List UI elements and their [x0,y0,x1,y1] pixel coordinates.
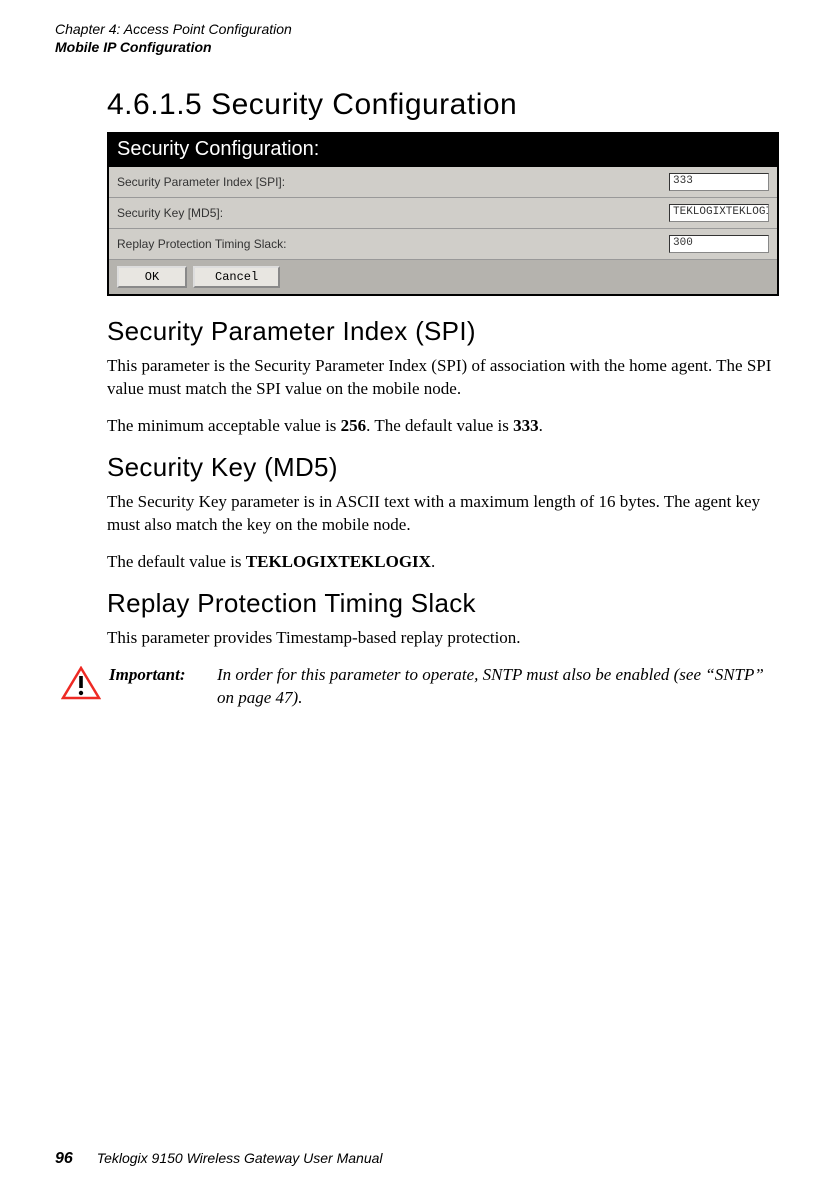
spi-p2-b1: 256 [341,416,367,435]
spi-input[interactable]: 333 [669,173,769,191]
page-header: Chapter 4: Access Point Configuration Mo… [55,20,779,56]
important-text: Important: In order for this parameter t… [109,664,779,710]
spi-paragraph-1: This parameter is the Security Parameter… [107,355,779,401]
header-chapter: Chapter 4: Access Point Configuration [55,20,779,38]
panel-row-spi: Security Parameter Index [SPI]: 333 [109,167,777,198]
panel-button-row: OK Cancel [109,260,777,294]
heading-md5: Security Key (MD5) [107,452,779,483]
important-label: Important: [109,664,217,710]
important-note: Important: In order for this parameter t… [107,664,779,710]
md5-p2-pre: The default value is [107,552,246,571]
section-numbered-title: 4.6.1.5 Security Configuration [107,88,779,122]
security-config-panel: Security Configuration: Security Paramet… [107,132,779,296]
header-section: Mobile IP Configuration [55,38,779,56]
panel-row-md5: Security Key [MD5]: TEKLOGIXTEKLOGI [109,198,777,229]
spi-paragraph-2: The minimum acceptable value is 256. The… [107,415,779,438]
md5-paragraph-2: The default value is TEKLOGIXTEKLOGIX. [107,551,779,574]
md5-paragraph-1: The Security Key parameter is in ASCII t… [107,491,779,537]
md5-input[interactable]: TEKLOGIXTEKLOGI [669,204,769,222]
slack-paragraph-1: This parameter provides Timestamp-based … [107,627,779,650]
important-body: In order for this parameter to operate, … [217,664,779,710]
cancel-button[interactable]: Cancel [193,266,280,288]
md5-label: Security Key [MD5]: [117,206,223,220]
ok-button[interactable]: OK [117,266,187,288]
warning-icon [61,666,101,700]
spi-p2-b2: 333 [513,416,539,435]
heading-slack: Replay Protection Timing Slack [107,588,779,619]
page-footer: 96 Teklogix 9150 Wireless Gateway User M… [55,1150,383,1168]
page-number: 96 [55,1150,73,1168]
panel-title: Security Configuration: [109,134,777,167]
slack-input[interactable]: 300 [669,235,769,253]
spi-label: Security Parameter Index [SPI]: [117,175,285,189]
spi-p2-pre: The minimum acceptable value is [107,416,341,435]
footer-manual-title: Teklogix 9150 Wireless Gateway User Manu… [97,1150,383,1166]
spi-p2-mid: . The default value is [366,416,513,435]
heading-spi: Security Parameter Index (SPI) [107,316,779,347]
spi-p2-post: . [539,416,543,435]
md5-p2-b: TEKLOGIXTEKLOGIX [246,552,431,571]
page-body: 4.6.1.5 Security Configuration Security … [107,88,779,709]
panel-row-slack: Replay Protection Timing Slack: 300 [109,229,777,260]
md5-p2-post: . [431,552,435,571]
slack-label: Replay Protection Timing Slack: [117,237,286,251]
